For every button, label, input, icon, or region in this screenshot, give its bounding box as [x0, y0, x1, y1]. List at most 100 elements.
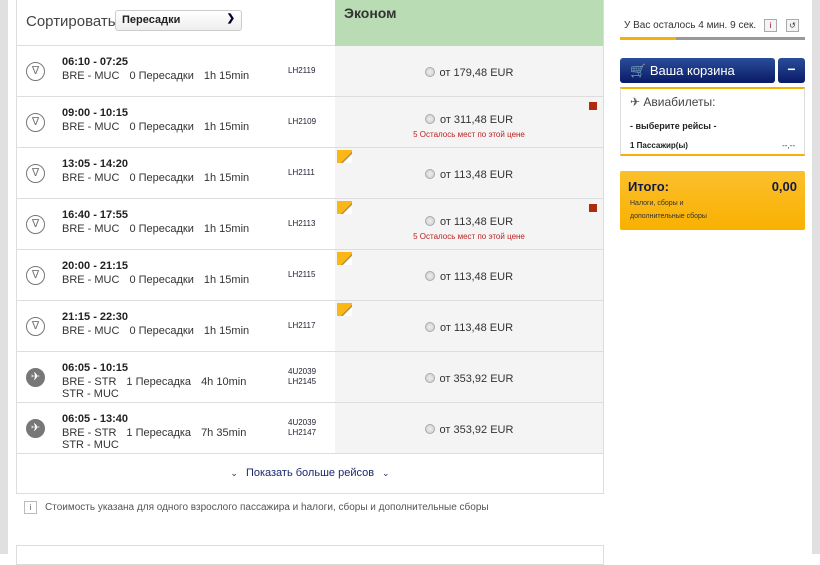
- flight-route: BRE - MUC: [62, 172, 120, 184]
- flight-info: ∇ 20:00 - 21:15 BRE - MUC 0 Пересадки 1h 15m…: [17, 250, 335, 300]
- flight-number: LH2147: [288, 428, 317, 437]
- flight-row[interactable]: ∇ 09:00 - 10:15 BRE - MUC 0 Пересадки 1h 15m…: [17, 97, 603, 148]
- fare-price: от 353,92 EUR: [439, 424, 514, 436]
- flight-duration: 1h 15min: [203, 70, 250, 82]
- fare-price: от 311,48 EUR: [439, 114, 514, 126]
- flight-duration: 7h 35min: [201, 427, 247, 439]
- flight-numbers: LH2109: [288, 117, 316, 127]
- fare-cell[interactable]: от 113,48 EUR: [335, 148, 603, 198]
- plane-icon: ✈: [26, 368, 45, 387]
- flight-route: BRE - MUC: [62, 223, 120, 235]
- fare-price: от 113,48 EUR: [439, 322, 514, 334]
- fare-price: от 179,48 EUR: [439, 67, 514, 79]
- fare-cell[interactable]: от 353,92 EUR: [335, 352, 603, 402]
- fare-cell[interactable]: от 353,92 EUR: [335, 403, 603, 453]
- total-value: 0,00: [771, 179, 797, 194]
- fare-radio[interactable]: [424, 322, 435, 332]
- left-gutter: [0, 0, 8, 554]
- total-label: Итого:: [628, 179, 669, 194]
- cart-button[interactable]: 🛒 Ваша корзина: [620, 58, 775, 83]
- sort-select[interactable]: Пересадки ❯: [115, 10, 242, 31]
- fare-cell[interactable]: от 113,48 EUR: [335, 250, 603, 300]
- flight-numbers: LH2117: [288, 321, 315, 331]
- lufthansa-icon: ∇: [26, 266, 45, 285]
- show-more-button[interactable]: ⌄ Показать больше рейсов ⌄: [17, 455, 603, 493]
- fare-cell[interactable]: от 113,48 EUR: [335, 301, 603, 351]
- fare-radio[interactable]: [424, 271, 435, 281]
- fare-cell[interactable]: от 311,48 EUR 5 Осталось мест по этой цен…: [335, 97, 603, 147]
- flight-row[interactable]: ∇ 16:40 - 17:55 BRE - MUC 0 Пересадки 1h 15m…: [17, 199, 603, 250]
- flight-number: LH2145: [288, 377, 317, 386]
- flight-route: BRE - STR: [62, 376, 117, 388]
- flight-route: BRE - MUC: [62, 274, 120, 286]
- seats-left-warning: 5 Осталось мест по этой цене: [413, 232, 525, 241]
- flight-row[interactable]: ∇ 06:10 - 07:25 BRE - MUC 0 Пересадки 1h 15m…: [17, 46, 603, 97]
- flight-info: ✈ 06:05 - 13:40 BRE - STR 1 Пересадка 7h 35m…: [17, 403, 335, 453]
- fare-radio[interactable]: [424, 169, 435, 179]
- fare-radio[interactable]: [424, 67, 435, 77]
- flight-route: BRE - STR: [62, 427, 117, 439]
- flight-route: BRE - MUC: [62, 121, 120, 133]
- flight-duration: 1h 15min: [203, 223, 250, 235]
- refresh-icon[interactable]: ↺: [786, 19, 799, 32]
- fare-radio[interactable]: [424, 216, 435, 226]
- lufthansa-icon: ∇: [26, 215, 45, 234]
- fare-price: от 353,92 EUR: [439, 373, 514, 385]
- flight-results: Сортировать Пересадки ❯ Эконом ∇ 06:10 - 0…: [16, 0, 604, 494]
- fare-cell[interactable]: от 179,48 EUR: [335, 46, 603, 96]
- flight-number: LH2115: [288, 270, 316, 279]
- fare-radio[interactable]: [424, 373, 435, 383]
- fare-price: от 113,48 EUR: [439, 216, 514, 228]
- flight-info: ∇ 21:15 - 22:30 BRE - MUC 0 Пересадки 1h 15m…: [17, 301, 335, 351]
- flight-stops: 0 Пересадки: [129, 223, 194, 235]
- flight-info: ∇ 09:00 - 10:15 BRE - MUC 0 Пересадки 1h 15m…: [17, 97, 335, 147]
- plane-icon: ✈: [26, 419, 45, 438]
- collapse-cart-button[interactable]: −: [778, 58, 805, 83]
- flight-info: ∇ 13:05 - 14:20 BRE - MUC 0 Пересадки 1h 15m…: [17, 148, 335, 198]
- lufthansa-icon: ∇: [26, 317, 45, 336]
- flight-row[interactable]: ∇ 21:15 - 22:30 BRE - MUC 0 Пересадки 1h 15m…: [17, 301, 603, 352]
- cart-icon: 🛒: [630, 63, 647, 78]
- fare-radio[interactable]: [424, 114, 435, 124]
- price-note-text: Стоимость указана для одного взрослого п…: [45, 502, 489, 513]
- price-note: i Стоимость указана для одного взрослого …: [24, 501, 489, 514]
- flight-duration: 1h 15min: [203, 274, 250, 286]
- flight-number: LH2117: [288, 321, 316, 330]
- fare-column-header: Эконом: [335, 0, 603, 46]
- special-offer-corner-icon: [337, 150, 352, 163]
- flight-row[interactable]: ∇ 20:00 - 21:15 BRE - MUC 0 Пересадки 1h 15m…: [17, 250, 603, 301]
- info-icon[interactable]: i: [764, 19, 777, 32]
- flight-number: 4U2039: [288, 418, 317, 427]
- plane-icon: ✈: [630, 95, 641, 109]
- right-scroll-gutter: [812, 0, 820, 554]
- timer-progress-bar: [620, 37, 805, 40]
- flight-row[interactable]: ∇ 13:05 - 14:20 BRE - MUC 0 Пересадки 1h 15m…: [17, 148, 603, 199]
- special-offer-corner-icon: [337, 303, 352, 316]
- passengers-price: --,--: [782, 141, 795, 150]
- special-offer-corner-icon: [337, 252, 352, 265]
- lufthansa-icon: ∇: [26, 113, 45, 132]
- total-box: Итого: 0,00 Налоги, сборы и дополнительн…: [620, 171, 805, 230]
- flight-numbers: LH2115: [288, 270, 315, 280]
- sort-selected-value: Пересадки: [122, 14, 181, 26]
- chevron-down-icon: ⌄: [382, 468, 390, 478]
- flight-duration: 1h 15min: [203, 172, 250, 184]
- fare-cell[interactable]: от 113,48 EUR 5 Осталось мест по этой цен…: [335, 199, 603, 249]
- flight-time: 16:40 - 17:55: [62, 209, 129, 221]
- flight-stops: 0 Пересадки: [129, 121, 194, 133]
- fare-radio[interactable]: [424, 424, 435, 434]
- fare-price: от 113,48 EUR: [439, 169, 514, 181]
- flight-route-2: STR - MUC: [62, 388, 119, 400]
- flight-row[interactable]: ✈ 06:05 - 10:15 BRE - STR 1 Пересадка 4h 10m…: [17, 352, 603, 403]
- flight-time: 09:00 - 10:15: [62, 107, 129, 119]
- flight-number: LH2109: [288, 117, 317, 126]
- flight-time: 06:05 - 10:15: [62, 362, 129, 374]
- alert-flag-icon: [589, 204, 597, 212]
- flight-duration: 1h 15min: [203, 325, 250, 337]
- flight-info: ∇ 06:10 - 07:25 BRE - MUC 0 Пересадки 1h 15m…: [17, 46, 335, 96]
- flight-time: 21:15 - 22:30: [62, 311, 129, 323]
- flight-info: ∇ 16:40 - 17:55 BRE - MUC 0 Пересадки 1h 15m…: [17, 199, 335, 249]
- flight-row[interactable]: ✈ 06:05 - 13:40 BRE - STR 1 Пересадка 7h 35m…: [17, 403, 603, 454]
- cart-label: Ваша корзина: [649, 63, 735, 78]
- session-timer: У Вас осталось 4 мин. 9 сек.: [624, 20, 757, 31]
